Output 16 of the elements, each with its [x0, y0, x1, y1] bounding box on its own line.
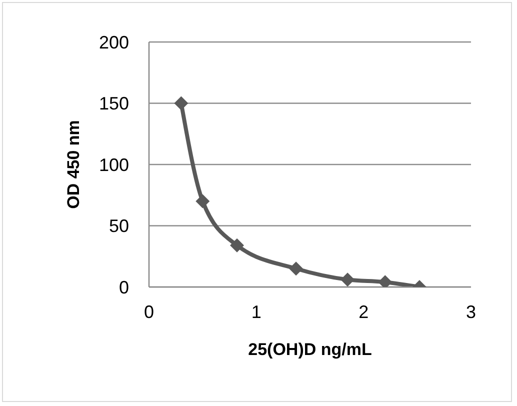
- y-tick-label: 150: [98, 94, 129, 114]
- point: [230, 238, 244, 252]
- point: [340, 272, 355, 287]
- x-tick-label: 1: [251, 302, 262, 322]
- point: [289, 262, 304, 276]
- point: [174, 96, 188, 110]
- x-tick-label: 0: [144, 302, 154, 322]
- y-axis-title: OD 450 nm: [64, 120, 84, 209]
- y-tick-label: 50: [108, 216, 129, 236]
- x-tick-label: 2: [358, 302, 369, 322]
- point: [196, 194, 210, 208]
- x-axis-title: 25(OH)D ng/mL: [248, 340, 372, 359]
- y-tick-label: 200: [98, 32, 129, 52]
- x-tick-label: 3: [466, 302, 476, 322]
- y-tick-label: 0: [118, 277, 129, 298]
- y-tick-label: 100: [98, 154, 129, 175]
